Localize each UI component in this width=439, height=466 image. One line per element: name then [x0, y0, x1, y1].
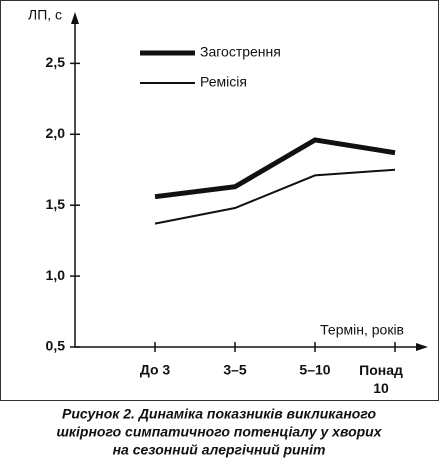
caption: шкірного симпатичного потенціалу у хвори… [56, 424, 382, 440]
x-arrow [416, 343, 428, 351]
x-axis-label: Термін, років [320, 322, 404, 338]
y-tick-label: 2,5 [46, 54, 66, 70]
x-tick-label: 3–5 [223, 362, 247, 378]
x-tick-label: 5–10 [299, 362, 330, 378]
frame [0, 0, 439, 401]
caption: на сезонний алергічний риніт [113, 442, 326, 458]
y-axis-label: ЛП, с [28, 7, 62, 23]
series-line [154, 168, 396, 225]
legend-label: Загострення [200, 44, 281, 60]
x-tick-label: До 3 [140, 362, 171, 378]
y-tick-label: 2,0 [46, 125, 66, 141]
x-tick-label-line: Понад [359, 362, 403, 378]
legend-label: Ремісія [200, 74, 247, 90]
y-tick-label: 1,0 [46, 267, 66, 283]
y-tick-label: 0,5 [46, 338, 66, 354]
y-arrow [71, 12, 79, 24]
x-tick-label-line: 10 [373, 380, 389, 396]
series-line [154, 137, 396, 200]
y-tick-label: 1,5 [46, 196, 66, 212]
caption: Рисунок 2. Динаміка показників викликано… [62, 406, 376, 422]
x-tick-label: Понад 10 [359, 362, 403, 396]
